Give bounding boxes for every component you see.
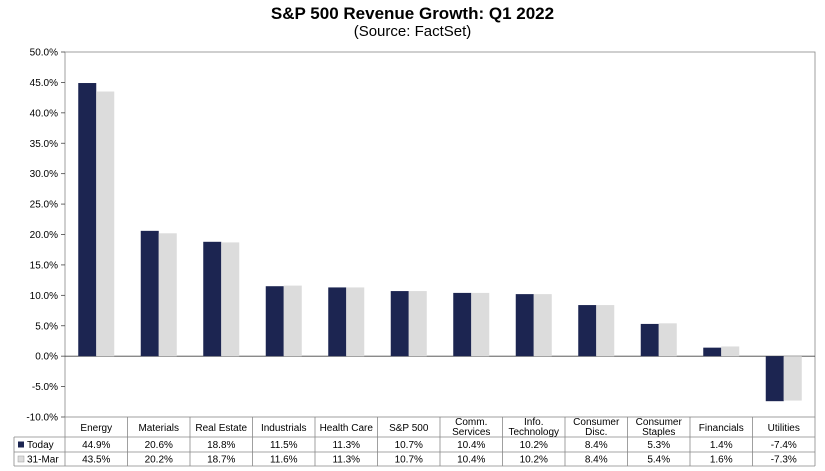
category-label: Services [452, 427, 490, 438]
bar-31-mar [658, 323, 677, 357]
chart-title: S&P 500 Revenue Growth: Q1 2022 [270, 4, 555, 23]
data-label: 10.4% [457, 455, 485, 466]
data-label: 18.7% [207, 455, 235, 466]
data-label: -7.4% [771, 440, 797, 451]
category-label: Industrials [261, 423, 307, 434]
data-label: -7.3% [771, 455, 797, 466]
category-label: Disc. [585, 427, 607, 438]
y-tick-label: 40.0% [30, 108, 58, 119]
y-tick-label: 25.0% [30, 200, 58, 211]
y-tick-label: 35.0% [30, 139, 58, 150]
category-label: Staples [642, 427, 675, 438]
data-label: 5.3% [647, 440, 670, 451]
legend-label: Today [27, 440, 54, 451]
category-label: S&P 500 [389, 423, 429, 434]
bar-31-mar [96, 91, 115, 357]
data-label: 5.4% [647, 455, 670, 466]
bar-31-mar [158, 233, 177, 357]
data-label: 11.5% [270, 440, 298, 451]
bar-today [203, 241, 222, 357]
data-label: 8.4% [585, 455, 608, 466]
category-label: Real Estate [195, 423, 247, 434]
bar-31-mar [471, 292, 490, 357]
data-label: 8.4% [585, 440, 608, 451]
chart-subtitle: (Source: FactSet) [353, 23, 472, 40]
bar-today [140, 230, 159, 357]
bar-31-mar [283, 285, 302, 357]
data-label: 11.6% [270, 455, 298, 466]
bar-today [328, 287, 347, 357]
data-label: 10.2% [520, 455, 548, 466]
bar-31-mar [596, 305, 615, 357]
bar-31-mar [533, 294, 552, 357]
y-tick-label: 30.0% [30, 169, 58, 180]
category-label: Financials [699, 423, 744, 434]
y-tick-label: -5.0% [32, 382, 58, 393]
category-label: Materials [138, 423, 179, 434]
bar-31-mar [408, 291, 427, 357]
bar-today [265, 286, 284, 357]
legend-label: 31-Mar [27, 455, 59, 466]
bar-31-mar [221, 242, 240, 357]
bar-today [390, 291, 409, 357]
legend-swatch [18, 441, 24, 448]
data-label: 1.6% [710, 455, 733, 466]
y-tick-label: -10.0% [26, 413, 58, 424]
category-label: Info. [524, 417, 543, 428]
data-label: 11.3% [332, 455, 360, 466]
legend-swatch [17, 455, 25, 463]
bar-today [765, 356, 784, 402]
bar-today [78, 83, 97, 357]
category-label: Utilities [768, 423, 800, 434]
data-label: 43.5% [82, 455, 110, 466]
category-label: Health Care [320, 423, 374, 434]
bar-31-mar [721, 346, 740, 357]
data-label: 18.8% [207, 440, 235, 451]
data-label: 10.2% [520, 440, 548, 451]
data-label: 1.4% [710, 440, 733, 451]
data-label: 20.6% [145, 440, 173, 451]
y-tick-label: 0.0% [35, 352, 58, 363]
category-label: Comm. [455, 417, 487, 428]
y-tick-label: 5.0% [35, 321, 58, 332]
bar-31-mar [346, 287, 365, 357]
bar-today [515, 294, 534, 357]
data-label: 10.7% [395, 440, 423, 451]
category-label: Consumer [636, 417, 683, 428]
bar-today [703, 347, 722, 357]
category-label: Technology [508, 427, 559, 438]
y-tick-label: 20.0% [30, 230, 58, 241]
category-label: Energy [80, 423, 112, 434]
y-tick-label: 45.0% [30, 78, 58, 89]
bar-today [640, 323, 659, 357]
data-label: 20.2% [145, 455, 173, 466]
data-label: 11.3% [332, 440, 360, 451]
data-label: 10.4% [457, 440, 485, 451]
bar-today [578, 305, 597, 357]
y-tick-label: 15.0% [30, 260, 58, 271]
y-tick-label: 10.0% [30, 291, 58, 302]
data-label: 10.7% [395, 455, 423, 466]
data-label: 44.9% [82, 440, 110, 451]
bar-31-mar [783, 356, 802, 401]
category-label: Consumer [573, 417, 620, 428]
y-tick-label: 50.0% [30, 48, 58, 59]
bar-today [453, 292, 472, 357]
plot-area [64, 51, 816, 418]
